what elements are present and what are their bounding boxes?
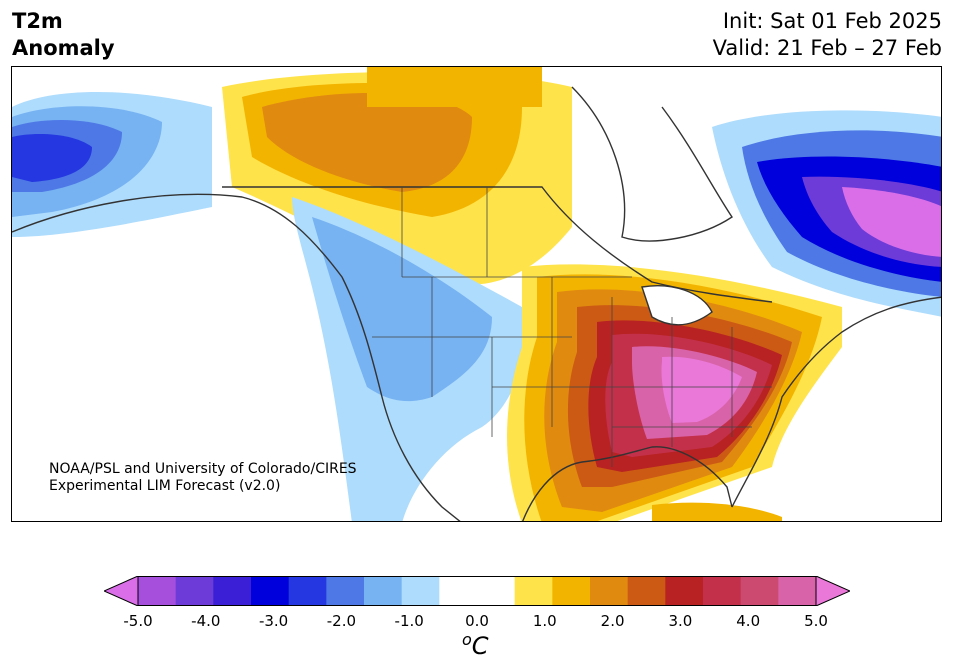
colorbar-segment — [590, 576, 629, 606]
colorbar-segment — [213, 576, 252, 606]
colorbar-tick-label: 5.0 — [804, 612, 828, 630]
title-line-2: Anomaly — [12, 36, 115, 60]
colorbar-outline — [137, 576, 817, 606]
colorbar-segment — [401, 576, 440, 606]
colorbar-segment — [703, 576, 742, 606]
east-coastline — [731, 296, 941, 508]
colorbar-tick-label: 4.0 — [736, 612, 761, 630]
colorbar-segment — [477, 576, 516, 606]
credit-text: NOAA/PSL and University of Colorado/CIRE… — [49, 461, 357, 495]
anomaly-shading — [12, 67, 941, 521]
colorbar-extension-max — [815, 576, 850, 606]
colorbar-segment — [364, 576, 403, 606]
map-title: T2m Anomaly — [12, 8, 115, 62]
great-lakes — [641, 285, 713, 326]
colorbar-tick-label: 1.0 — [532, 612, 557, 630]
colorbar-extension-min — [104, 576, 139, 606]
colorbar-segment — [665, 576, 704, 606]
anomaly-map — [11, 66, 942, 522]
colorbar — [104, 576, 850, 606]
colorbar-tick-label: -4.0 — [191, 612, 221, 630]
colorbar-segment — [740, 576, 779, 606]
colorbar-segment — [778, 576, 817, 606]
hudson-bay — [571, 86, 733, 242]
map-canvas — [12, 67, 941, 521]
colorbar-segment — [439, 576, 478, 606]
colorbar-segment — [514, 576, 553, 606]
colorbar-segment — [251, 576, 290, 606]
colorbar-tick-label: -3.0 — [258, 612, 289, 630]
colorbar-tick-label: -2.0 — [326, 612, 357, 630]
init-date-label: Init: Sat 01 Feb 2025 — [722, 9, 942, 33]
state-borders — [372, 187, 772, 467]
colorbar-tick-label: 2.0 — [600, 612, 625, 630]
colorbar-segments — [104, 576, 850, 606]
cuba-warm — [652, 502, 782, 521]
colorbar-segment — [627, 576, 666, 606]
us-canada-border — [222, 186, 773, 303]
credit-line-2: Experimental LIM Forecast (v2.0) — [49, 478, 281, 494]
map-outlines — [12, 86, 941, 521]
west-cold-mid — [312, 217, 492, 402]
quebec-cold-magenta — [842, 187, 941, 257]
colorbar-segment — [138, 576, 177, 606]
colorbar-tick-label: 0.0 — [465, 612, 489, 630]
forecast-dates: Init: Sat 01 Feb 2025 Valid: 21 Feb – 27… — [713, 8, 942, 62]
colorbar-segment — [288, 576, 327, 606]
alaska-cold-deep — [12, 134, 92, 182]
credit-line-1: NOAA/PSL and University of Colorado/CIRE… — [49, 461, 357, 477]
colorbar-tick-label: 3.0 — [668, 612, 693, 630]
gulf-coastline — [522, 446, 733, 521]
west-coastline — [12, 193, 461, 521]
canada-warm-orange — [262, 93, 472, 192]
canada-warm-top — [367, 67, 542, 107]
valid-date-label: Valid: 21 Feb – 27 Feb — [712, 36, 942, 60]
colorbar-segment — [175, 576, 214, 606]
title-line-1: T2m — [12, 9, 63, 33]
colorbar-segment — [326, 576, 365, 606]
east-warm-pink — [661, 356, 742, 423]
unit-label: oC — [462, 630, 489, 660]
unit-superscript: o — [462, 630, 472, 649]
unit-base: C — [471, 632, 489, 660]
colorbar-segment — [552, 576, 591, 606]
colorbar-tick-label: -1.0 — [394, 612, 424, 630]
colorbar-tick-label: -5.0 — [123, 612, 153, 630]
